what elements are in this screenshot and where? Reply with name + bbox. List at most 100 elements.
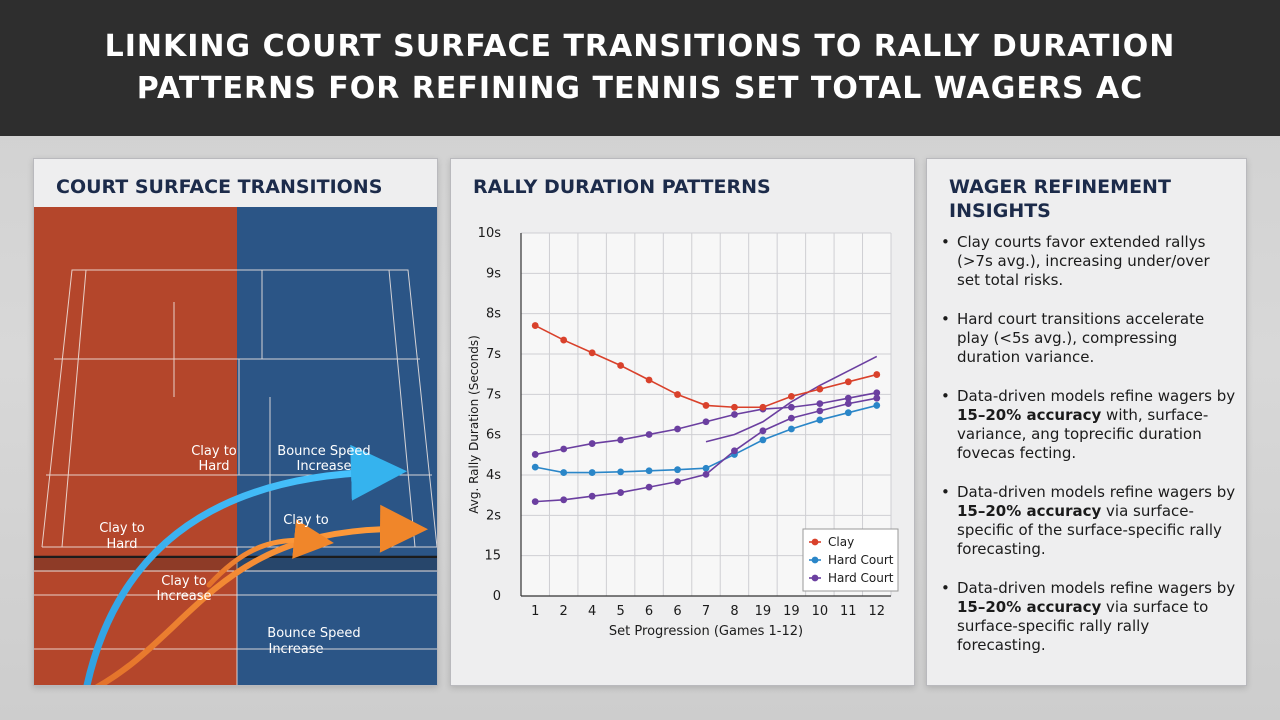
insight-text: Data-driven models refine wagers by 15–2… <box>957 387 1236 463</box>
x-tick-labels: 1 2 4 5 6 6 7 8 19 19 10 11 12 <box>531 604 885 619</box>
chart-axes <box>520 233 891 597</box>
header-banner: LINKING COURT SURFACE TRANSITIONS TO RAL… <box>0 0 1280 136</box>
series-2-point <box>560 496 568 504</box>
extra-series-0-point <box>816 400 824 408</box>
series-0-point <box>787 392 795 400</box>
extra-series-0-point <box>560 445 568 453</box>
extra-series-0-point <box>702 418 710 426</box>
series-0-point <box>617 362 625 369</box>
extra-series-1-line <box>705 355 878 443</box>
series-0-point <box>844 378 852 386</box>
series-0-point <box>560 336 568 344</box>
x-tick-label: 12 <box>868 604 885 619</box>
series-0-point <box>816 385 824 393</box>
x-tick-label: 19 <box>783 604 800 619</box>
series-2-point <box>731 447 738 455</box>
series-2-point <box>588 492 596 500</box>
x-tick-label: 7 <box>702 604 710 619</box>
chart-legend: Clay Hard Court Hard Court <box>802 528 899 592</box>
series-0-point <box>674 391 681 398</box>
y-tick-label: 2s <box>486 508 501 523</box>
page-title-line-2: PATTERNS FOR REFINING TENNIS SET TOTAL W… <box>136 71 1144 106</box>
bullet-icon: • <box>941 387 950 405</box>
insight-item: • Data-driven models refine wagers by 15–… <box>941 579 1236 655</box>
series-2-point <box>759 427 767 435</box>
series-1-point <box>560 469 568 476</box>
extra-series-0-point <box>844 394 852 402</box>
series-0-point <box>645 376 653 384</box>
label-clay-to-increase-2: Increase <box>156 589 211 604</box>
x-tick-label: 2 <box>560 604 568 619</box>
y-tick-label: 9s <box>486 266 501 281</box>
series-1-point <box>844 409 852 417</box>
series-2-point <box>787 414 795 422</box>
label-bounce-bottom-2: Increase <box>268 642 323 657</box>
y-tick-labels: 0 15 2s 4s 6s 7s 7s 8s 9s 10s <box>478 226 502 604</box>
label-bounce-bottom-1: Bounce Speed <box>267 626 360 641</box>
insight-item: • Hard court transitions accelerate play … <box>941 310 1236 367</box>
x-tick-label: 4 <box>588 604 596 619</box>
insight-item: • Data-driven models refine wagers by 15–… <box>941 483 1236 559</box>
insight-text-tail: via surface to surface-specific rally ra… <box>957 598 1209 654</box>
label-clay-to-increase-1: Clay to <box>161 574 207 589</box>
insight-text-lead: Data-driven models refine wagers by <box>957 387 1236 405</box>
y-tick-label: 4s <box>486 468 501 483</box>
court-transitions-panel: COURT SURFACE TRANSITIONS <box>33 158 438 686</box>
chart-panel-title: RALLY DURATION PATTERNS <box>473 176 771 198</box>
extra-series-0-point <box>617 436 625 444</box>
series-2-point <box>816 407 824 415</box>
x-tick-label: 8 <box>730 604 738 619</box>
extra-series-0-point <box>731 411 738 418</box>
series-0-point <box>588 349 596 357</box>
insight-text-tail: via surface-specific of the surface-spec… <box>957 502 1222 558</box>
x-tick-label: 6 <box>645 604 653 619</box>
legend-label: Hard Court <box>828 571 894 585</box>
extra-series-0-point <box>787 403 795 411</box>
x-tick-label: 6 <box>673 604 681 619</box>
extra-series-0-point <box>873 389 881 397</box>
x-axis-label: Set Progression (Games 1-12) <box>609 624 803 639</box>
blue-transition-arrow <box>83 444 407 685</box>
insight-text-tail: with, surface-variance, ang topreсific d… <box>957 406 1209 462</box>
x-tick-label: 5 <box>616 604 624 619</box>
label-clay-to-hard-top-1: Clay to <box>191 444 237 459</box>
y-tick-label: 7s <box>486 387 501 402</box>
series-1-point <box>816 416 824 424</box>
y-tick-label: 8s <box>486 307 501 322</box>
series-2-point <box>844 400 852 408</box>
legend-label: Clay <box>828 535 854 549</box>
insight-highlight: 15–20% accuracy <box>957 406 1102 424</box>
wager-insights-panel: WAGER REFINEMENT INSIGHTS • Clay courts f… <box>926 158 1247 686</box>
x-tick-label: 1 <box>531 604 539 619</box>
series-0-point <box>873 371 881 378</box>
bullet-icon: • <box>941 579 950 597</box>
series-0-point <box>731 403 738 411</box>
clay-surface <box>34 207 237 685</box>
insight-text: Data-driven models refine wagers by 15–2… <box>957 579 1236 655</box>
label-clay-to-hard-top-2: Hard <box>198 459 229 474</box>
court-lines <box>34 269 437 685</box>
page-title-line-1: LINKING COURT SURFACE TRANSITIONS TO RAL… <box>104 29 1176 64</box>
bullet-icon: • <box>941 233 950 251</box>
x-tick-label: 10 <box>812 604 829 619</box>
series-2-point <box>674 478 681 486</box>
court-panel-title: COURT SURFACE TRANSITIONS <box>56 176 383 198</box>
series-2-point <box>645 483 653 491</box>
series-1-point <box>531 463 539 471</box>
y-axis-label: Avg. Rally Duration (Seconds) <box>467 335 481 514</box>
insight-item: • Clay courts favor extended rallys (>7s … <box>941 233 1236 290</box>
insight-item: • Data-driven models refine wagers by 15–… <box>941 387 1236 463</box>
label-bounce-top-1: Bounce Speed <box>277 444 370 459</box>
chart-grid <box>520 232 892 597</box>
series-1-point <box>588 469 596 476</box>
y-tick-label: 0 <box>493 589 501 604</box>
orange-transition-arrow <box>94 504 428 685</box>
series-1-point <box>787 425 795 433</box>
bullet-icon: • <box>941 483 950 501</box>
x-tick-label: 19 <box>755 604 772 619</box>
series-2-point <box>531 498 539 506</box>
series-2-point <box>617 489 625 496</box>
label-clay-to-hard-left-1: Clay to <box>99 521 145 536</box>
insight-highlight: 15–20% accuracy <box>957 502 1102 520</box>
